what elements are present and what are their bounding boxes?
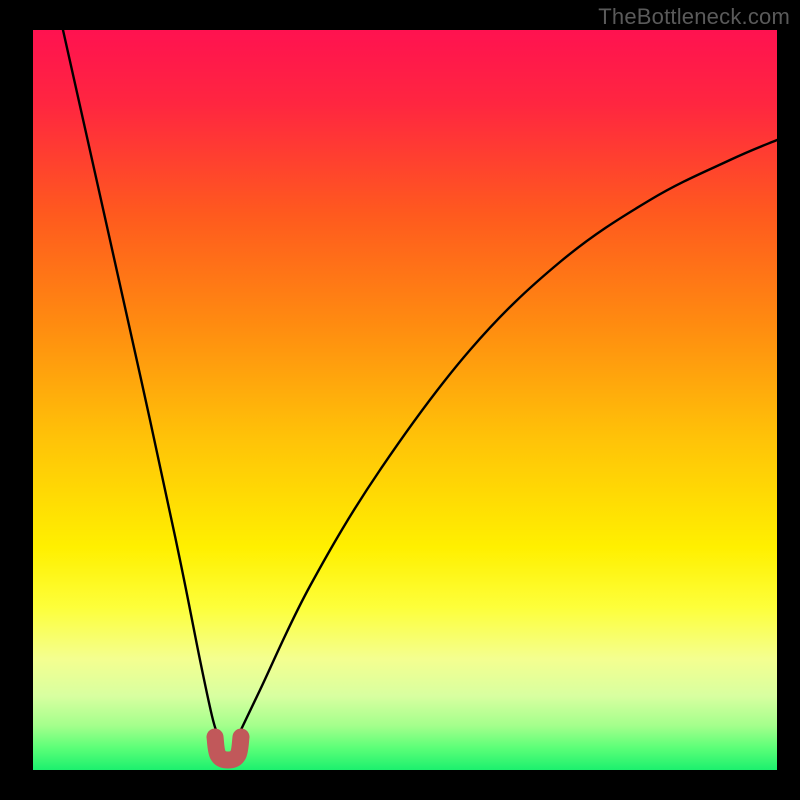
frame-bottom	[0, 770, 800, 800]
watermark-text: TheBottleneck.com	[598, 4, 790, 30]
frame-left	[0, 0, 33, 800]
bottleneck-chart	[0, 0, 800, 800]
frame-right	[777, 0, 800, 800]
chart-stage: TheBottleneck.com	[0, 0, 800, 800]
